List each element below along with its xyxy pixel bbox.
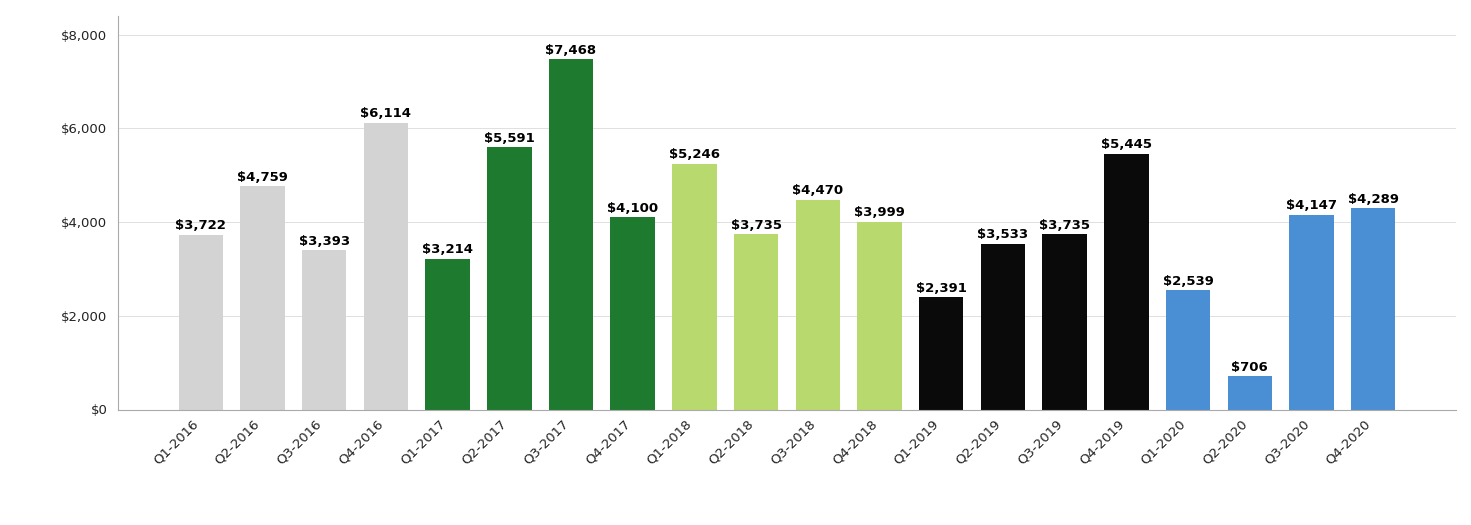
Bar	[1105, 154, 1149, 410]
Text: $4,470: $4,470	[793, 184, 843, 197]
Text: $3,735: $3,735	[1039, 218, 1090, 232]
Bar	[425, 259, 469, 410]
Text: $5,445: $5,445	[1100, 139, 1152, 151]
Text: $5,591: $5,591	[484, 132, 534, 144]
Bar	[796, 200, 840, 410]
Bar	[858, 222, 902, 410]
Bar	[672, 164, 716, 410]
Text: $2,539: $2,539	[1162, 275, 1214, 288]
Text: $3,722: $3,722	[175, 219, 227, 232]
Text: $3,735: $3,735	[731, 218, 781, 232]
Text: $5,246: $5,246	[669, 148, 719, 161]
Bar	[1289, 215, 1334, 410]
Bar	[1167, 290, 1211, 410]
Text: $4,759: $4,759	[237, 171, 288, 184]
Bar	[981, 244, 1025, 410]
Text: $3,533: $3,533	[977, 228, 1028, 241]
Bar	[487, 148, 531, 410]
Text: $4,289: $4,289	[1347, 193, 1399, 206]
Bar	[1350, 208, 1396, 410]
Bar	[1043, 235, 1087, 410]
Bar	[363, 123, 407, 410]
Bar	[549, 59, 593, 410]
Text: $706: $706	[1231, 361, 1268, 374]
Text: $3,999: $3,999	[855, 206, 905, 219]
Bar	[734, 235, 778, 410]
Text: $7,468: $7,468	[546, 44, 597, 57]
Bar	[302, 250, 346, 410]
Bar	[178, 235, 224, 410]
Text: $6,114: $6,114	[360, 107, 412, 120]
Text: $4,100: $4,100	[608, 202, 659, 215]
Bar	[1228, 376, 1272, 410]
Text: $2,391: $2,391	[916, 281, 966, 295]
Text: $3,214: $3,214	[422, 243, 474, 256]
Bar	[240, 186, 285, 410]
Text: $4,147: $4,147	[1286, 200, 1337, 212]
Text: $3,393: $3,393	[299, 235, 350, 248]
Bar	[919, 298, 964, 410]
Bar	[610, 217, 655, 410]
